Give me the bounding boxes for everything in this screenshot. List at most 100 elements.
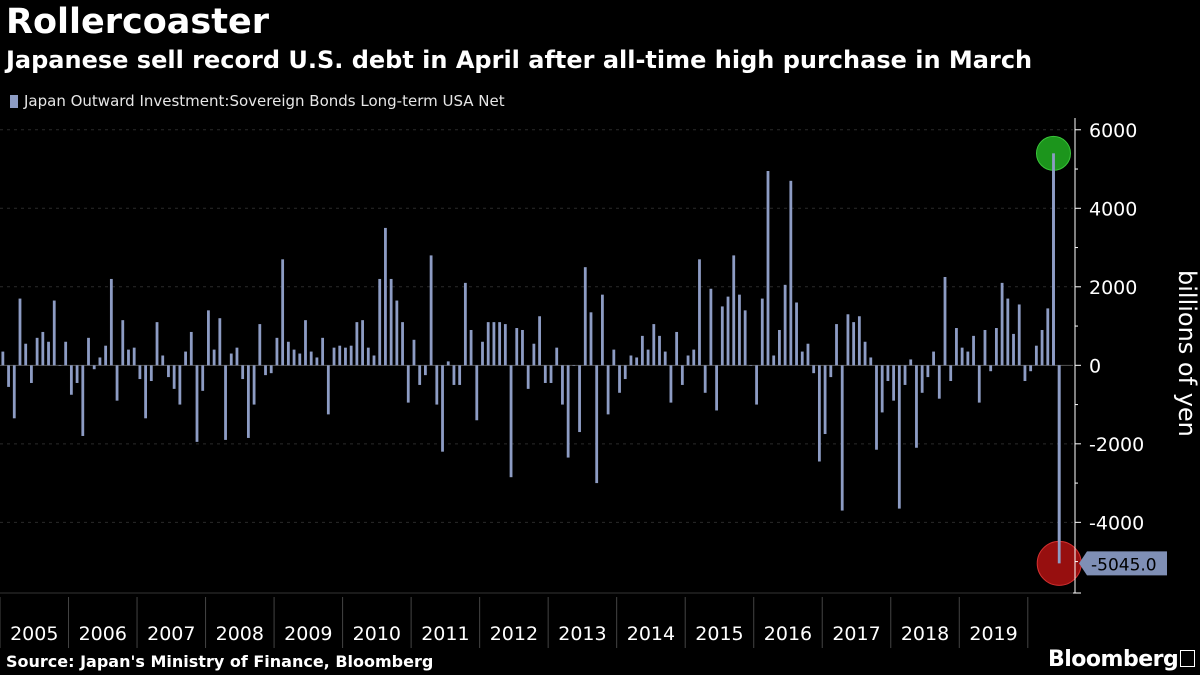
bar	[698, 259, 701, 366]
x-tick-label: 2012	[490, 623, 538, 645]
bar	[509, 365, 513, 478]
bar	[87, 337, 90, 366]
x-tick-label: 2019	[969, 623, 1017, 645]
x-tick-label: 2008	[216, 623, 264, 645]
bar	[760, 298, 764, 366]
bar	[812, 365, 816, 374]
bar	[715, 365, 719, 411]
bar	[195, 365, 199, 442]
bar	[178, 365, 182, 405]
bar	[720, 306, 724, 366]
bar	[309, 351, 313, 366]
bar	[583, 267, 587, 366]
bar	[909, 359, 913, 366]
bar	[361, 320, 364, 366]
last-value-label: -5045.0	[1091, 555, 1157, 575]
x-tick-label: 2011	[421, 623, 469, 645]
bar	[92, 365, 96, 370]
bar	[275, 337, 279, 366]
bar	[384, 227, 387, 366]
bar	[292, 349, 296, 366]
bar	[372, 355, 376, 366]
bar	[58, 365, 62, 366]
bar	[184, 351, 187, 366]
bar	[435, 365, 439, 405]
bar	[606, 365, 610, 415]
bar	[41, 331, 45, 366]
bar	[486, 322, 490, 366]
x-tick-label: 2017	[832, 623, 880, 645]
bar	[452, 365, 456, 385]
bar	[144, 365, 148, 419]
bar	[629, 355, 633, 366]
bar	[823, 365, 827, 435]
bar	[937, 365, 941, 399]
bar	[920, 365, 924, 393]
bar	[680, 365, 684, 385]
bar	[189, 331, 193, 366]
x-tick-label: 2010	[353, 623, 401, 645]
bar	[304, 320, 307, 366]
bar	[829, 365, 833, 378]
bar	[69, 365, 73, 395]
bar	[857, 316, 861, 366]
bar	[1000, 282, 1004, 366]
bar	[595, 365, 599, 484]
x-tick-label: 2016	[764, 623, 812, 645]
y-tick-label: 0	[1089, 355, 1101, 377]
bar	[692, 349, 696, 366]
bar	[441, 365, 444, 452]
bar	[863, 341, 867, 366]
bar	[623, 365, 627, 380]
bar	[977, 365, 981, 403]
bar	[549, 365, 553, 383]
bar	[475, 365, 479, 421]
bar	[315, 357, 319, 366]
bar	[1006, 298, 1010, 366]
bar	[972, 335, 975, 366]
bar	[121, 320, 125, 366]
bar	[955, 328, 958, 366]
bar	[35, 337, 39, 366]
x-tick-label: 2013	[558, 623, 606, 645]
bar	[932, 351, 935, 366]
bar	[149, 365, 153, 382]
bar	[880, 365, 884, 413]
bar	[578, 365, 581, 433]
bar	[646, 349, 650, 366]
bar	[983, 329, 987, 366]
bar	[81, 365, 85, 436]
bar	[703, 365, 707, 393]
bar	[897, 365, 901, 509]
bar	[47, 341, 50, 366]
bar	[943, 276, 947, 366]
bar	[1034, 345, 1038, 366]
bar	[366, 347, 370, 366]
bar	[64, 341, 68, 366]
bar	[612, 349, 616, 366]
x-tick-label: 2007	[147, 623, 195, 645]
bar	[572, 365, 576, 366]
bloomberg-terminal-icon	[1180, 650, 1195, 667]
bar	[344, 347, 347, 366]
y-tick-label: -2000	[1089, 434, 1144, 456]
bar	[521, 329, 524, 366]
x-tick-label: 2015	[695, 623, 743, 645]
bar	[1023, 365, 1027, 382]
bar	[663, 351, 667, 366]
bar	[218, 318, 222, 366]
bar	[109, 278, 113, 366]
y-tick-label: 2000	[1089, 277, 1137, 299]
bar	[389, 278, 393, 366]
bar	[555, 347, 559, 366]
bar	[675, 331, 679, 366]
bar	[104, 345, 108, 366]
bar	[772, 355, 776, 366]
bar	[161, 355, 165, 366]
y-axis-label: billions of yen	[1173, 270, 1200, 470]
bar	[743, 310, 747, 366]
bar	[18, 298, 22, 366]
bar	[429, 255, 433, 366]
bar	[789, 180, 793, 366]
bar	[1017, 304, 1021, 366]
